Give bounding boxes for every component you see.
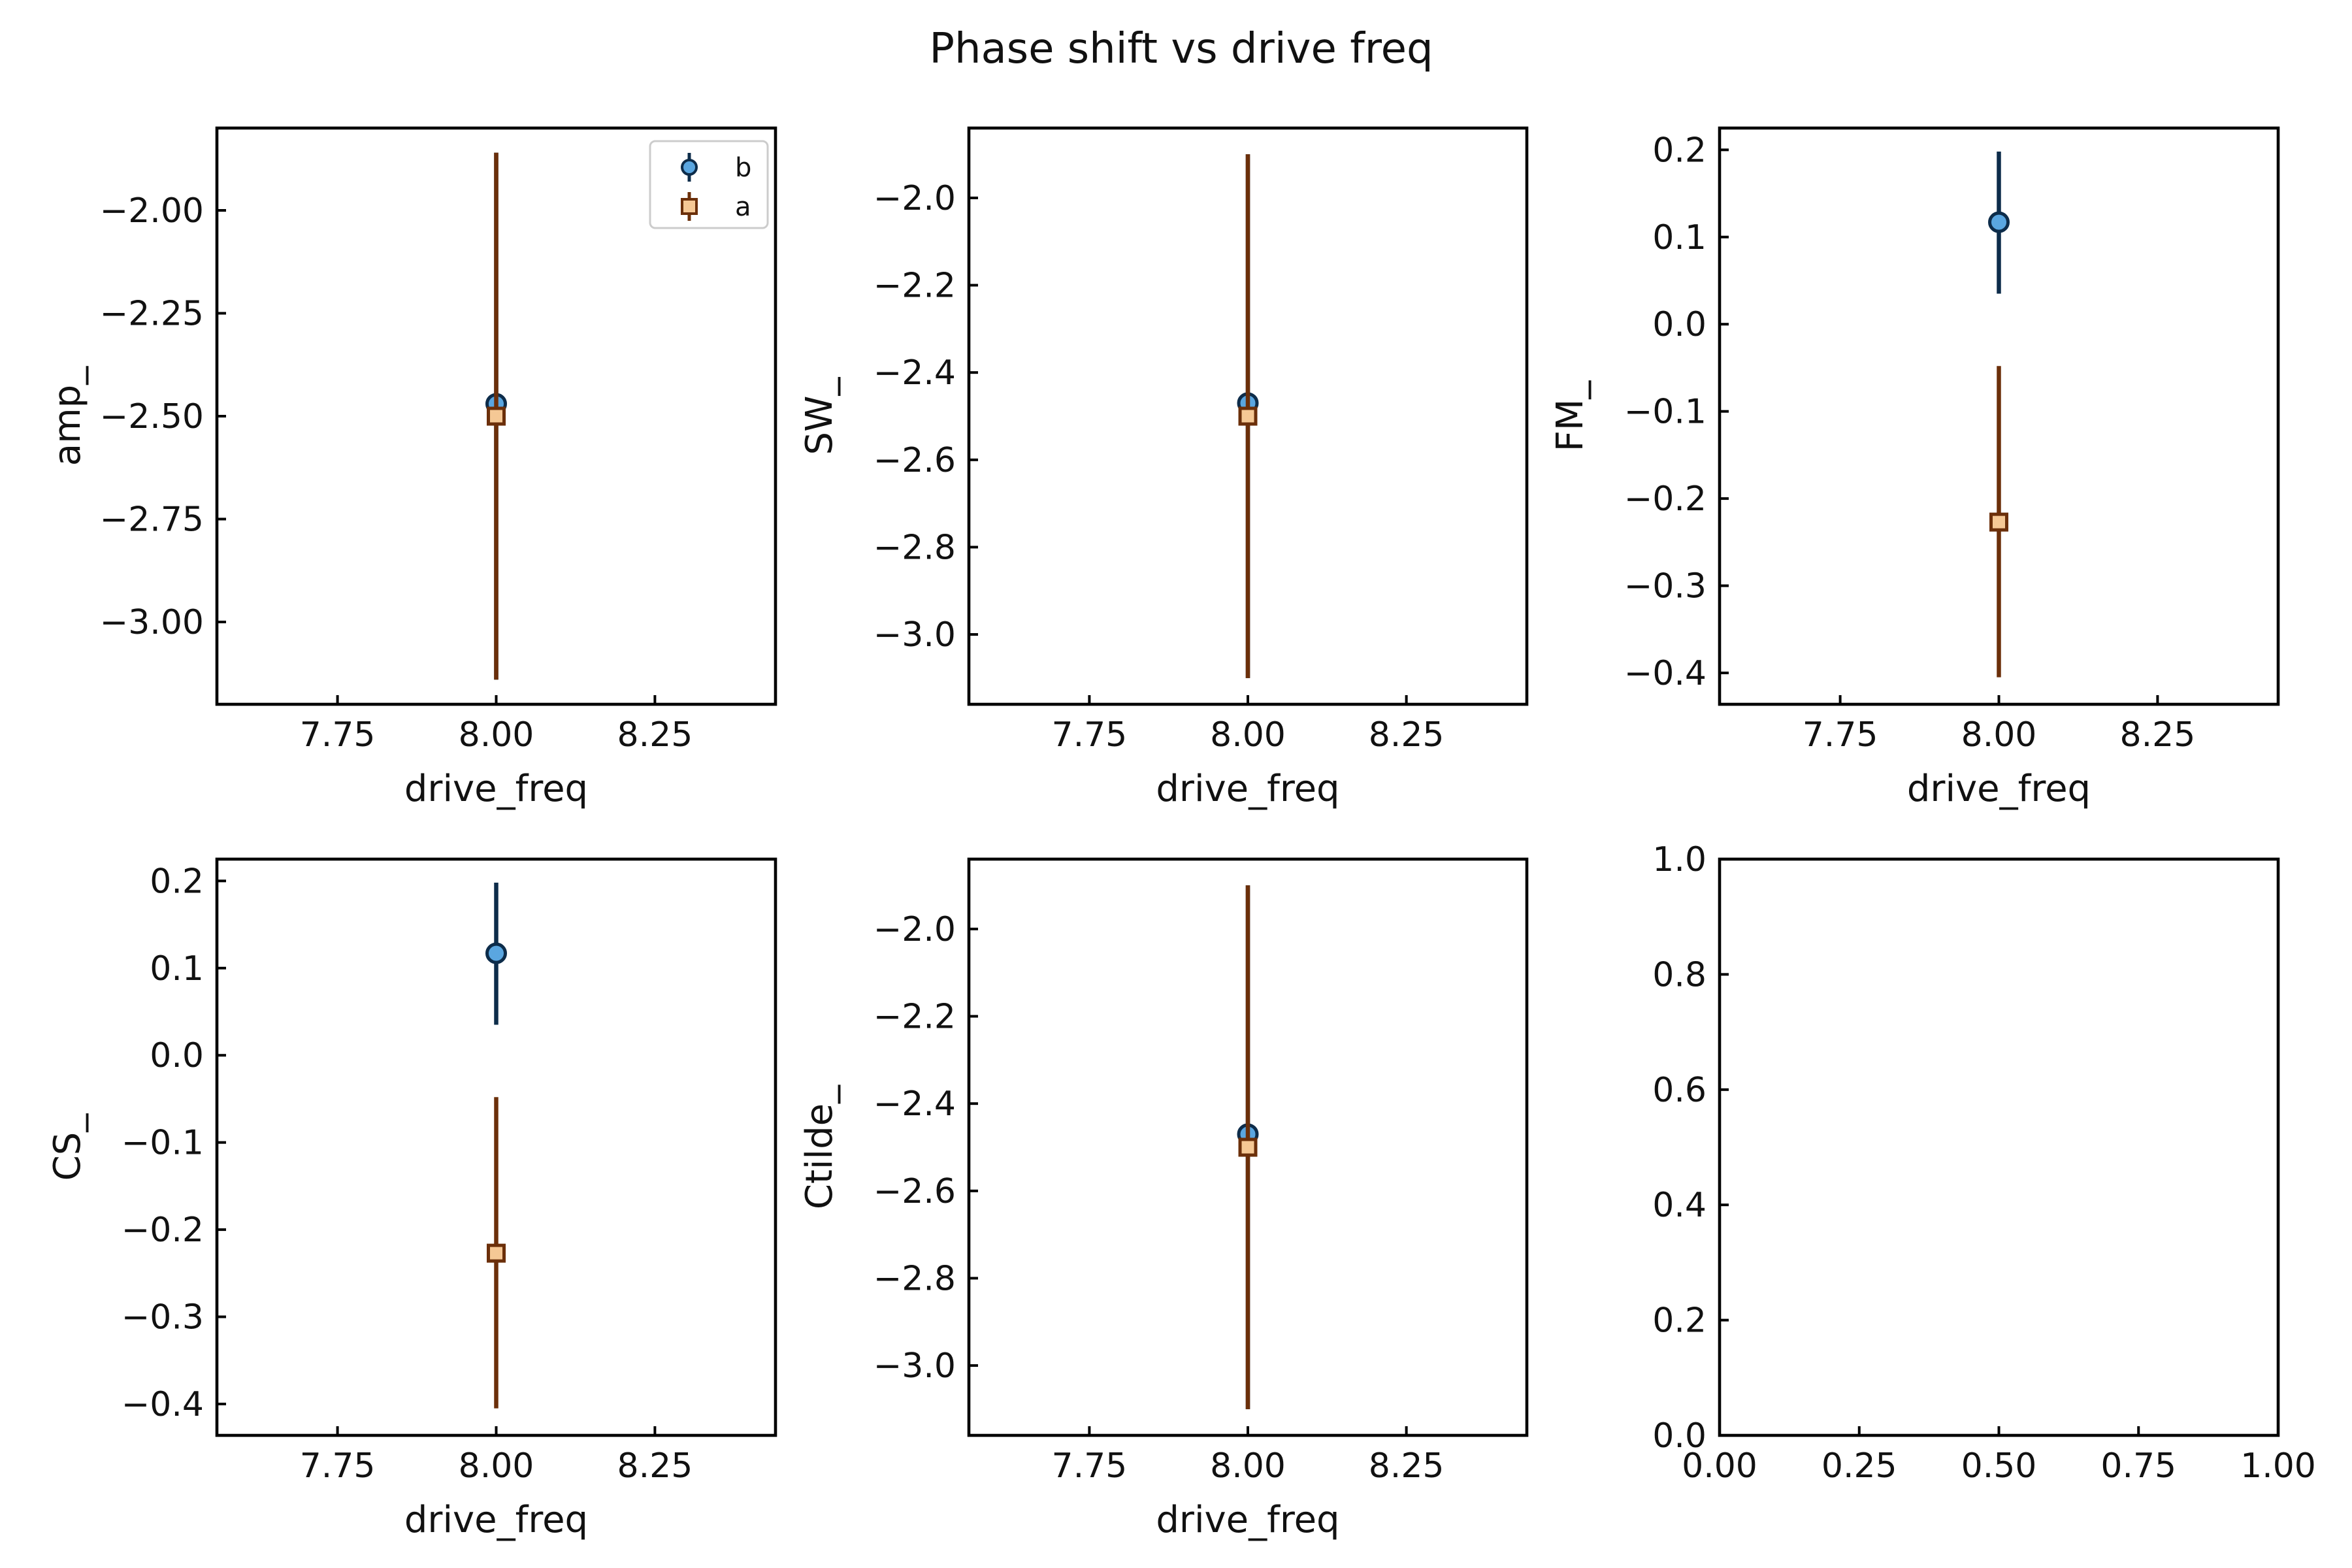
y-tick-label: −2.4 (874, 353, 956, 393)
x-tick-label: 7.75 (300, 715, 376, 755)
legend: ba (649, 140, 769, 229)
y-tick-label: 0.2 (1652, 131, 1707, 170)
y-tick-label: 0.2 (150, 862, 204, 901)
y-tick-label: −2.6 (874, 1172, 956, 1211)
x-tick-label: 7.75 (1803, 715, 1878, 755)
axes-frame (1718, 857, 2280, 1437)
y-axis-label: SW_ (798, 377, 841, 455)
x-tick-label: 0.75 (2100, 1446, 2176, 1486)
legend-marker-square (681, 198, 698, 215)
y-tick-label: −2.0 (874, 179, 956, 218)
x-tick-label: 8.00 (459, 1446, 534, 1486)
x-tick-label: 7.75 (300, 1446, 376, 1486)
y-tick-label: −2.2 (874, 998, 956, 1037)
x-tick-label: 8.25 (617, 1446, 693, 1486)
data-point-square (487, 1243, 506, 1263)
x-tick-label: 8.00 (1210, 715, 1286, 755)
y-tick-label: −2.00 (100, 191, 204, 231)
y-tick-label: −0.3 (122, 1298, 204, 1337)
x-tick-label: 1.00 (2240, 1446, 2316, 1486)
y-tick-label: −0.3 (1624, 567, 1707, 606)
y-tick-label: −2.4 (874, 1085, 956, 1124)
x-tick-label: 0.00 (1682, 1446, 1757, 1486)
y-axis-label: amp_ (46, 366, 89, 466)
legend-label: a (735, 192, 751, 222)
x-tick-label: 8.00 (1210, 1446, 1286, 1486)
y-tick-label: −2.0 (874, 910, 956, 949)
legend-marker-circle (681, 159, 698, 176)
y-tick-label: −0.2 (122, 1211, 204, 1250)
data-point-circle (485, 942, 507, 964)
y-tick-label: 0.2 (1652, 1301, 1707, 1341)
subplot-4: 7.75 8.00 8.25 −0.4 −0.3 −0.2 −0.1 0.0 0.1 0.2 dri… (46, 857, 777, 1541)
y-axis-label: CS_ (46, 1113, 89, 1181)
x-tick-label: 8.25 (1369, 1446, 1445, 1486)
x-axis-label: drive_freq (1156, 768, 1339, 810)
x-tick-label: 0.25 (1821, 1446, 1897, 1486)
x-axis-label: drive_freq (1907, 768, 2091, 810)
y-tick-label: −2.25 (100, 295, 204, 334)
y-tick-label: −3.00 (100, 603, 204, 642)
x-tick-label: 7.75 (1051, 1446, 1127, 1486)
y-tick-label: 0.1 (1652, 218, 1707, 257)
y-tick-label: −2.50 (100, 397, 204, 436)
y-tick-label: −2.8 (874, 528, 956, 567)
figure-title: Phase shift vs drive freq (929, 25, 1433, 73)
subplot-5: 7.75 8.00 8.25 −3.0 −2.8 −2.6 −2.4 −2.2 −2.0 driv… (798, 857, 1529, 1541)
y-tick-label: −0.2 (1624, 480, 1707, 519)
x-tick-label: 8.25 (2120, 715, 2196, 755)
x-axis-label: drive_freq (404, 768, 588, 810)
x-tick-label: 0.50 (1961, 1446, 2037, 1486)
x-tick-label: 8.25 (1369, 715, 1445, 755)
x-tick-label: 8.00 (1961, 715, 2037, 755)
y-tick-label: −0.1 (122, 1124, 204, 1163)
y-tick-label: 0.1 (150, 949, 204, 988)
data-point-square (487, 406, 506, 426)
x-axis-label: drive_freq (404, 1499, 588, 1541)
y-tick-label: −3.0 (874, 615, 956, 655)
subplot-grid: 7.75 8.00 8.25 −3.00 −2.75 −2.50 −2.25 −2.00 dri… (46, 126, 2316, 1541)
data-point-square (1238, 406, 1258, 426)
data-point-square (1989, 512, 2008, 532)
subplot-6: 0.00 0.25 0.50 0.75 1.00 0.0 0.2 0.4 0.6 0.8 1.0 (1652, 840, 2316, 1486)
y-tick-label: −0.4 (122, 1385, 204, 1424)
y-tick-label: 0.0 (1652, 305, 1707, 344)
y-tick-label: −3.0 (874, 1347, 956, 1386)
y-tick-label: −0.4 (1624, 654, 1707, 693)
y-tick-label: 0.0 (150, 1036, 204, 1075)
y-tick-label: −2.8 (874, 1259, 956, 1298)
x-tick-label: 7.75 (1051, 715, 1127, 755)
x-tick-label: 8.00 (459, 715, 534, 755)
legend-label: b (735, 153, 751, 183)
subplot-2: 7.75 8.00 8.25 −3.0 −2.8 −2.6 −2.4 −2.2 −2.0 driv… (798, 126, 1529, 810)
y-tick-label: −2.75 (100, 500, 204, 540)
y-tick-label: 0.6 (1652, 1071, 1707, 1110)
legend-box (649, 140, 769, 229)
y-tick-label: 0.4 (1652, 1186, 1707, 1225)
y-tick-label: 1.0 (1652, 840, 1707, 879)
y-axis-label: FM_ (1549, 380, 1592, 452)
subplot-1: 7.75 8.00 8.25 −3.00 −2.75 −2.50 −2.25 −2.00 dri… (46, 126, 777, 810)
y-tick-label: 0.8 (1652, 955, 1707, 994)
y-tick-label: −0.1 (1624, 393, 1707, 432)
y-tick-label: −2.6 (874, 441, 956, 480)
x-axis-label: drive_freq (1156, 1499, 1339, 1541)
subplot-3: 7.75 8.00 8.25 −0.4 −0.3 −0.2 −0.1 0.0 0.1 0.2 dri… (1549, 126, 2280, 810)
data-point-square (1238, 1137, 1258, 1157)
data-point-circle (1988, 211, 2010, 233)
x-tick-label: 8.25 (617, 715, 693, 755)
y-axis-label: Ctilde_ (798, 1085, 841, 1209)
y-tick-label: −2.2 (874, 267, 956, 306)
y-tick-label: 0.0 (1652, 1416, 1707, 1456)
